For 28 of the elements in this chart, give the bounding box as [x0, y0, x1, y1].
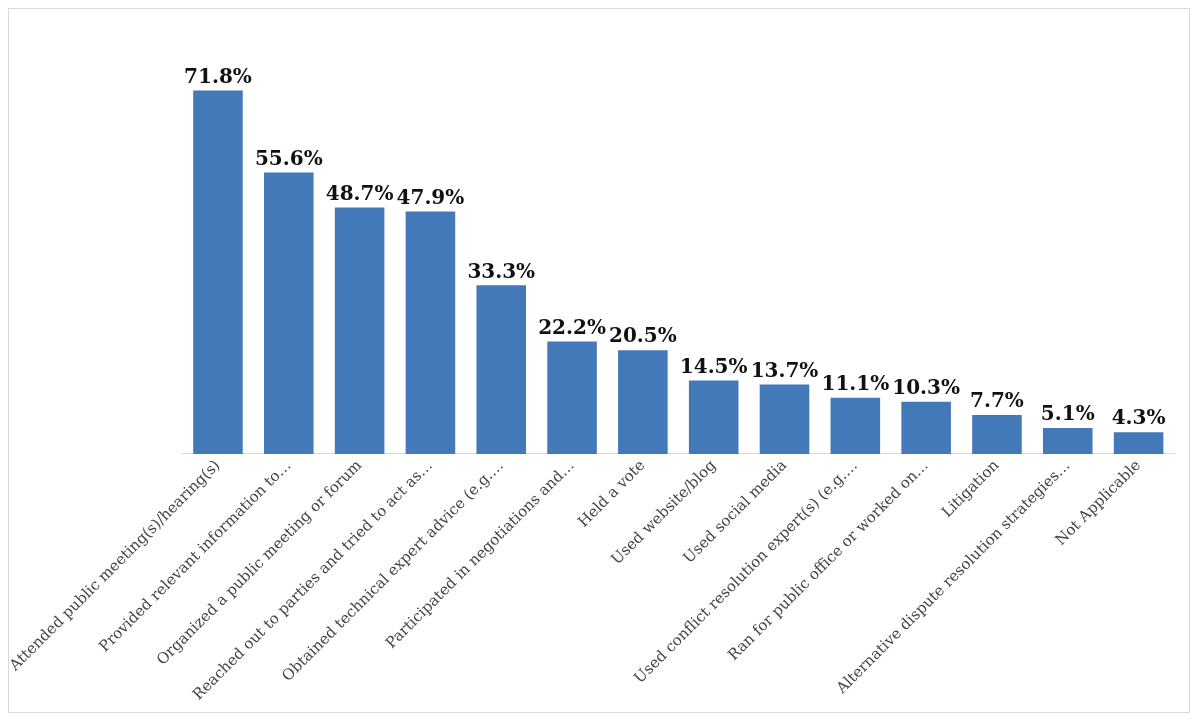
data-label: 4.3% — [1111, 405, 1166, 430]
bar — [972, 414, 1022, 454]
bar — [264, 172, 314, 454]
data-label: 48.7% — [325, 180, 394, 205]
data-label: 47.9% — [396, 184, 465, 209]
bar — [1042, 428, 1093, 454]
data-label: 22.2% — [538, 314, 606, 339]
data-label: 14.5% — [679, 353, 748, 378]
bar — [476, 285, 527, 454]
data-label: 11.1% — [821, 370, 890, 395]
data-label: 10.3% — [892, 374, 960, 399]
bar — [759, 384, 810, 454]
data-label: 5.1% — [1040, 401, 1095, 426]
bar — [1113, 432, 1164, 454]
bar — [830, 397, 881, 454]
bar — [688, 380, 739, 454]
bar — [547, 341, 597, 454]
bar — [618, 350, 668, 454]
data-label: 33.3% — [467, 258, 536, 283]
data-label: 7.7% — [970, 388, 1024, 413]
data-label: 13.7% — [750, 357, 819, 382]
bar — [334, 207, 385, 454]
data-label: 71.8% — [184, 63, 252, 88]
bar — [901, 401, 951, 454]
data-label: 20.5% — [609, 323, 677, 348]
bar — [193, 90, 243, 454]
data-label: 55.6% — [254, 145, 323, 170]
bar — [405, 211, 456, 454]
